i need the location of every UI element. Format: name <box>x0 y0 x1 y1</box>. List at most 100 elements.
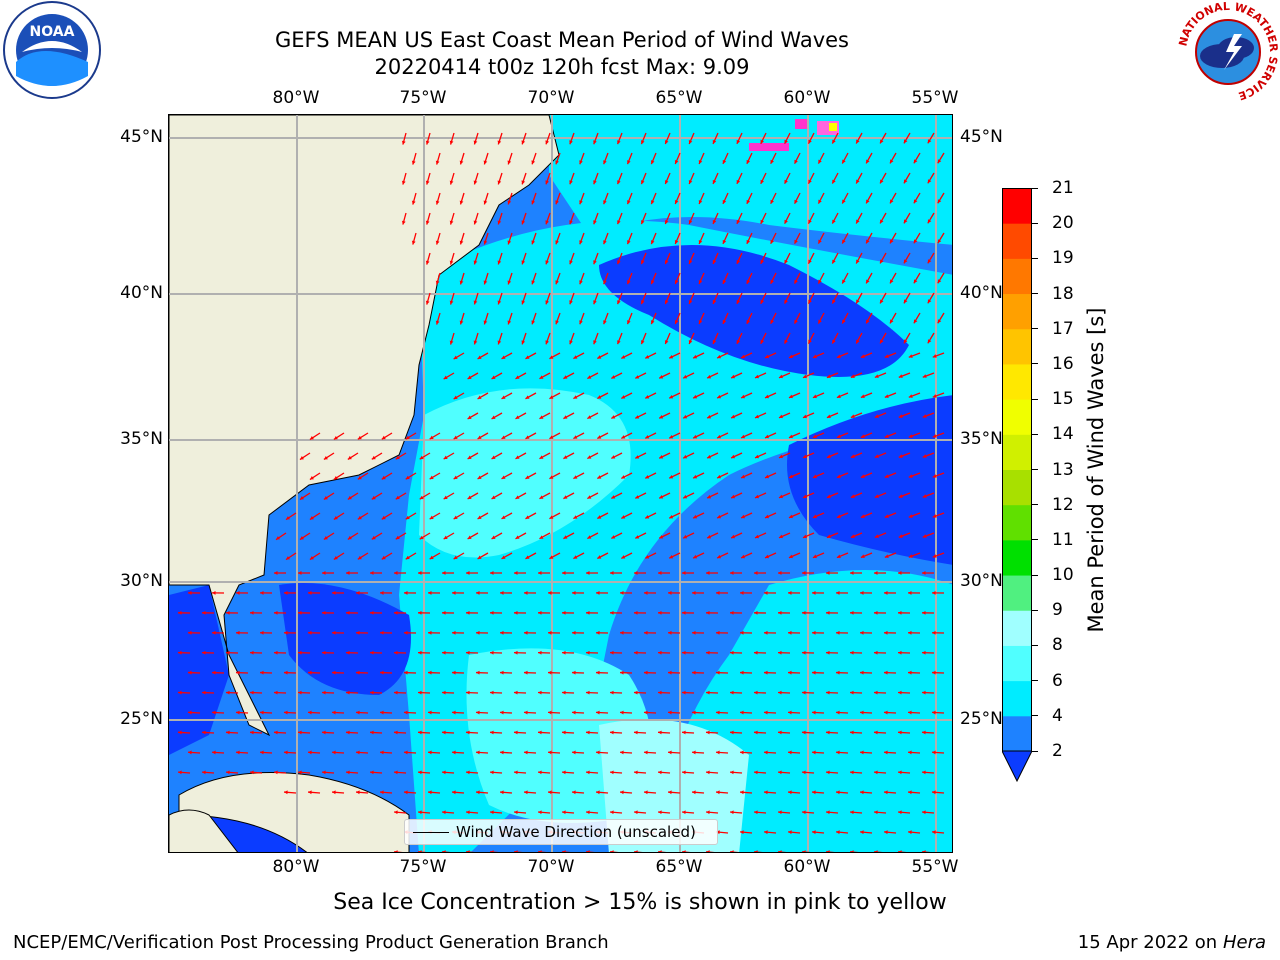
wave-direction-arrow <box>763 590 777 595</box>
wave-direction-arrow <box>249 650 263 655</box>
wave-direction-arrow <box>441 650 455 655</box>
wave-direction-arrow <box>715 630 729 635</box>
lon-tick-bottom: 80°W <box>272 857 320 877</box>
wave-direction-arrow <box>347 452 359 460</box>
colorbar-tick-label: 10 <box>1052 565 1074 586</box>
wave-direction-arrow <box>465 650 479 655</box>
wave-direction-arrow <box>921 770 935 775</box>
wave-direction-arrow <box>932 352 945 358</box>
wave-direction-arrow <box>345 610 359 615</box>
wave-direction-arrow <box>879 132 887 144</box>
wave-direction-arrow <box>897 650 911 655</box>
wave-direction-arrow <box>465 690 479 695</box>
wave-direction-arrow <box>801 610 815 615</box>
wave-direction-arrow <box>573 352 585 360</box>
wave-direction-arrow <box>539 412 551 420</box>
wave-direction-arrow <box>561 730 575 735</box>
wave-direction-arrow <box>825 571 839 575</box>
wave-direction-arrow <box>547 590 561 595</box>
wave-direction-arrow <box>787 790 801 795</box>
wave-direction-arrow <box>826 492 839 499</box>
wave-direction-arrow <box>379 630 393 635</box>
wave-direction-arrow <box>817 152 825 164</box>
wave-direction-arrow <box>874 850 883 852</box>
wave-direction-arrow <box>620 432 633 439</box>
wave-direction-arrow <box>682 532 695 539</box>
wave-direction-arrow <box>643 750 657 755</box>
wave-direction-arrow <box>658 452 671 459</box>
wave-direction-arrow <box>611 412 623 420</box>
wave-direction-arrow <box>658 412 671 419</box>
lon-tick-top: 70°W <box>527 88 575 108</box>
wave-direction-arrow <box>417 810 431 815</box>
wave-direction-arrow <box>187 590 201 595</box>
wave-direction-arrow <box>897 690 911 695</box>
wave-direction-arrow <box>705 730 719 735</box>
wave-direction-arrow <box>826 372 839 379</box>
wave-direction-arrow <box>931 790 945 795</box>
wave-direction-arrow <box>283 630 297 635</box>
wave-direction-arrow <box>644 472 657 479</box>
wave-direction-arrow <box>626 192 633 205</box>
wave-direction-arrow <box>715 590 729 595</box>
wave-direction-arrow <box>754 372 767 379</box>
wave-direction-arrow <box>355 790 369 795</box>
colorbar-tick-mark <box>1032 328 1038 330</box>
wave-direction-arrow <box>449 172 455 185</box>
wave-direction-arrow <box>760 252 767 265</box>
wave-direction-arrow <box>619 710 633 715</box>
wave-direction-arrow <box>763 670 777 675</box>
wave-direction-arrow <box>297 650 311 655</box>
wave-direction-arrow <box>883 590 897 595</box>
wave-direction-arrow <box>491 492 503 500</box>
wave-direction-arrow <box>736 132 743 145</box>
wave-direction-arrow <box>299 532 311 541</box>
wave-direction-arrow <box>539 532 551 540</box>
lon-tick-top: 80°W <box>272 88 320 108</box>
wave-direction-arrow <box>225 650 239 655</box>
wave-direction-arrow <box>569 172 575 185</box>
wave-direction-arrow <box>523 790 537 795</box>
wave-direction-arrow <box>778 452 791 459</box>
wave-direction-arrow <box>595 630 609 635</box>
wave-direction-arrow <box>561 650 575 655</box>
wave-direction-arrow <box>859 750 873 755</box>
wave-direction-arrow <box>425 292 431 305</box>
wave-direction-arrow <box>419 452 431 460</box>
wave-direction-arrow <box>913 192 921 204</box>
wave-direction-arrow <box>201 610 215 615</box>
wave-direction-arrow <box>913 232 921 244</box>
wave-direction-arrow <box>620 472 633 479</box>
colorbar-tick-mark <box>1032 257 1038 259</box>
wave-direction-arrow <box>201 770 215 775</box>
wave-direction-arrow <box>807 252 815 264</box>
wave-direction-arrow <box>667 630 681 635</box>
wave-direction-arrow <box>712 292 719 305</box>
wave-direction-arrow <box>499 630 513 635</box>
wave-direction-arrow <box>569 292 575 305</box>
wave-direction-arrow <box>650 272 657 285</box>
wave-direction-arrow <box>403 750 417 755</box>
wave-direction-arrow <box>401 132 407 145</box>
wave-direction-arrow <box>793 312 801 324</box>
wave-direction-arrow <box>467 492 479 500</box>
wave-direction-arrow <box>331 590 345 595</box>
wave-direction-arrow <box>225 730 239 735</box>
wave-direction-arrow <box>405 512 417 520</box>
sea-ice-patch <box>795 119 809 129</box>
wave-direction-arrow <box>778 850 787 852</box>
wave-direction-arrow <box>369 730 383 735</box>
wave-direction-arrow <box>331 710 345 715</box>
wave-direction-arrow <box>483 272 489 285</box>
colorbar-tick-label: 17 <box>1052 318 1074 339</box>
wave-direction-arrow <box>435 232 441 245</box>
wave-direction-arrow <box>381 512 393 520</box>
wave-direction-arrow <box>187 630 201 635</box>
wave-direction-arrow <box>907 830 921 835</box>
wave-direction-arrow <box>371 452 383 460</box>
wave-direction-arrow <box>883 630 897 635</box>
wave-direction-arrow <box>754 412 767 419</box>
wave-direction-arrow <box>619 630 633 635</box>
wave-direction-arrow <box>874 452 887 459</box>
wave-direction-arrow <box>497 332 503 345</box>
